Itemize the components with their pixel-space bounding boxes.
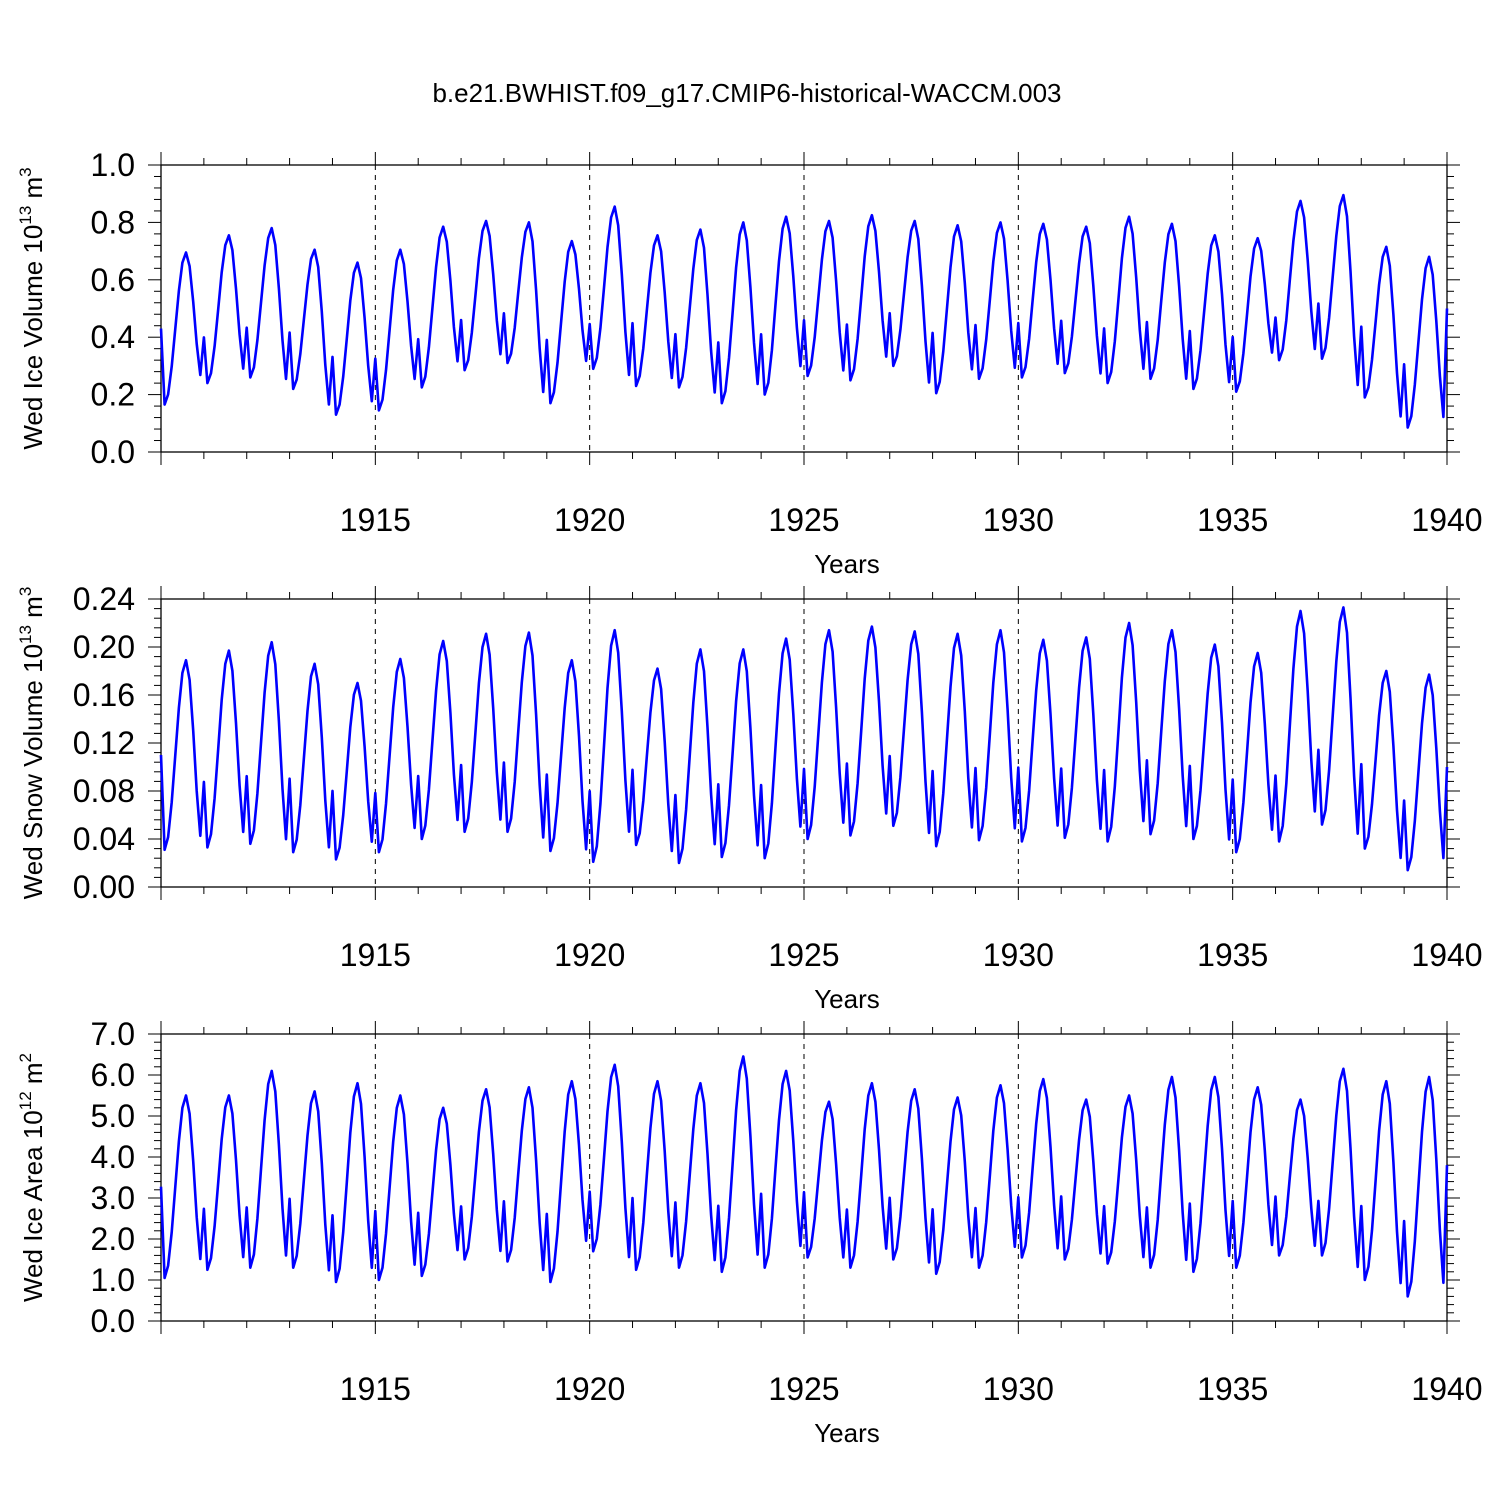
y-axis-title: Wed Ice Volume 1013 m3 [16, 167, 48, 449]
y-axis-title-exponent: 12 [16, 1091, 35, 1110]
y-tick-label: 0.16 [73, 677, 135, 713]
x-tick-label: 1930 [983, 502, 1054, 538]
y-tick-label: 0.12 [73, 725, 135, 761]
y-tick-label: 6.0 [91, 1057, 135, 1093]
y-tick-label: 3.0 [91, 1180, 135, 1216]
y-tick-label: 2.0 [91, 1221, 135, 1257]
x-tick-label: 1935 [1197, 502, 1268, 538]
x-tick-label: 1940 [1411, 1371, 1482, 1407]
y-axis-title-text: Wed Ice Volume 10 [18, 225, 48, 450]
x-tick-label: 1920 [554, 502, 625, 538]
x-axis-title: Years [814, 1418, 880, 1448]
y-tick-label: 0.04 [73, 821, 135, 857]
y-axis-title-unit-exponent: 2 [16, 1053, 35, 1062]
x-tick-label: 1935 [1197, 1371, 1268, 1407]
y-axis-title-text: Wed Snow Volume 10 [18, 644, 48, 899]
y-tick-label: 0.08 [73, 773, 135, 809]
y-tick-label: 0.8 [91, 204, 135, 240]
y-axis-title-exponent: 13 [16, 625, 35, 644]
y-tick-label: 0.0 [91, 1303, 135, 1339]
y-axis-title-text: Wed Ice Area 10 [18, 1110, 48, 1302]
x-tick-label: 1915 [340, 502, 411, 538]
y-tick-label: 0.24 [73, 581, 135, 617]
x-tick-label: 1930 [983, 937, 1054, 973]
x-tick-label: 1940 [1411, 502, 1482, 538]
x-tick-label: 1930 [983, 1371, 1054, 1407]
x-tick-label: 1925 [768, 1371, 839, 1407]
page-title: b.e21.BWHIST.f09_g17.CMIP6-historical-WA… [432, 78, 1061, 108]
series-line [159, 606, 1449, 872]
y-tick-label: 0.20 [73, 629, 135, 665]
y-axis-title-exponent: 13 [16, 206, 35, 225]
y-axis-title: Wed Snow Volume 1013 m3 [16, 587, 48, 900]
y-tick-label: 0.2 [91, 377, 135, 413]
series-line [159, 193, 1449, 429]
x-tick-label: 1925 [768, 937, 839, 973]
y-tick-label: 7.0 [91, 1016, 135, 1052]
x-axis-title: Years [814, 984, 880, 1014]
x-tick-label: 1935 [1197, 937, 1268, 973]
y-tick-label: 1.0 [91, 147, 135, 183]
y-axis-title-unit: m [18, 177, 48, 206]
y-tick-label: 1.0 [91, 1262, 135, 1298]
chart-panel-1: 1915 1920 1925 1930 1935 1940 0.0 0.2 0.4 0.6 0.8 1… [16, 147, 1483, 579]
chart-panel-2: 1915 1920 1925 1930 1935 1940 0.00 0.04 0.08 0.12… [16, 581, 1483, 1014]
x-tick-label: 1915 [340, 1371, 411, 1407]
y-axis-title-unit-exponent: 3 [16, 587, 35, 596]
chart-panel-3: 1915 1920 1925 1930 1935 1940 0.0 1.0 2.0 3.0 4.0 5… [16, 1016, 1483, 1448]
x-tick-label: 1920 [554, 937, 625, 973]
y-tick-label: 4.0 [91, 1139, 135, 1175]
x-tick-label: 1920 [554, 1371, 625, 1407]
y-tick-label: 0.00 [73, 869, 135, 905]
x-tick-label: 1925 [768, 502, 839, 538]
y-axis-title-unit: m [18, 1062, 48, 1091]
y-tick-label: 0.0 [91, 434, 135, 470]
x-axis-title: Years [814, 549, 880, 579]
y-tick-label: 0.6 [91, 262, 135, 298]
series-line [159, 1055, 1449, 1298]
y-tick-label: 0.4 [91, 319, 135, 355]
y-axis-title-unit-exponent: 3 [16, 167, 35, 176]
y-axis-title: Wed Ice Area 1012 m2 [16, 1053, 48, 1302]
y-tick-label: 5.0 [91, 1098, 135, 1134]
x-tick-label: 1915 [340, 937, 411, 973]
x-tick-label: 1940 [1411, 937, 1482, 973]
y-axis-title-unit: m [18, 596, 48, 625]
